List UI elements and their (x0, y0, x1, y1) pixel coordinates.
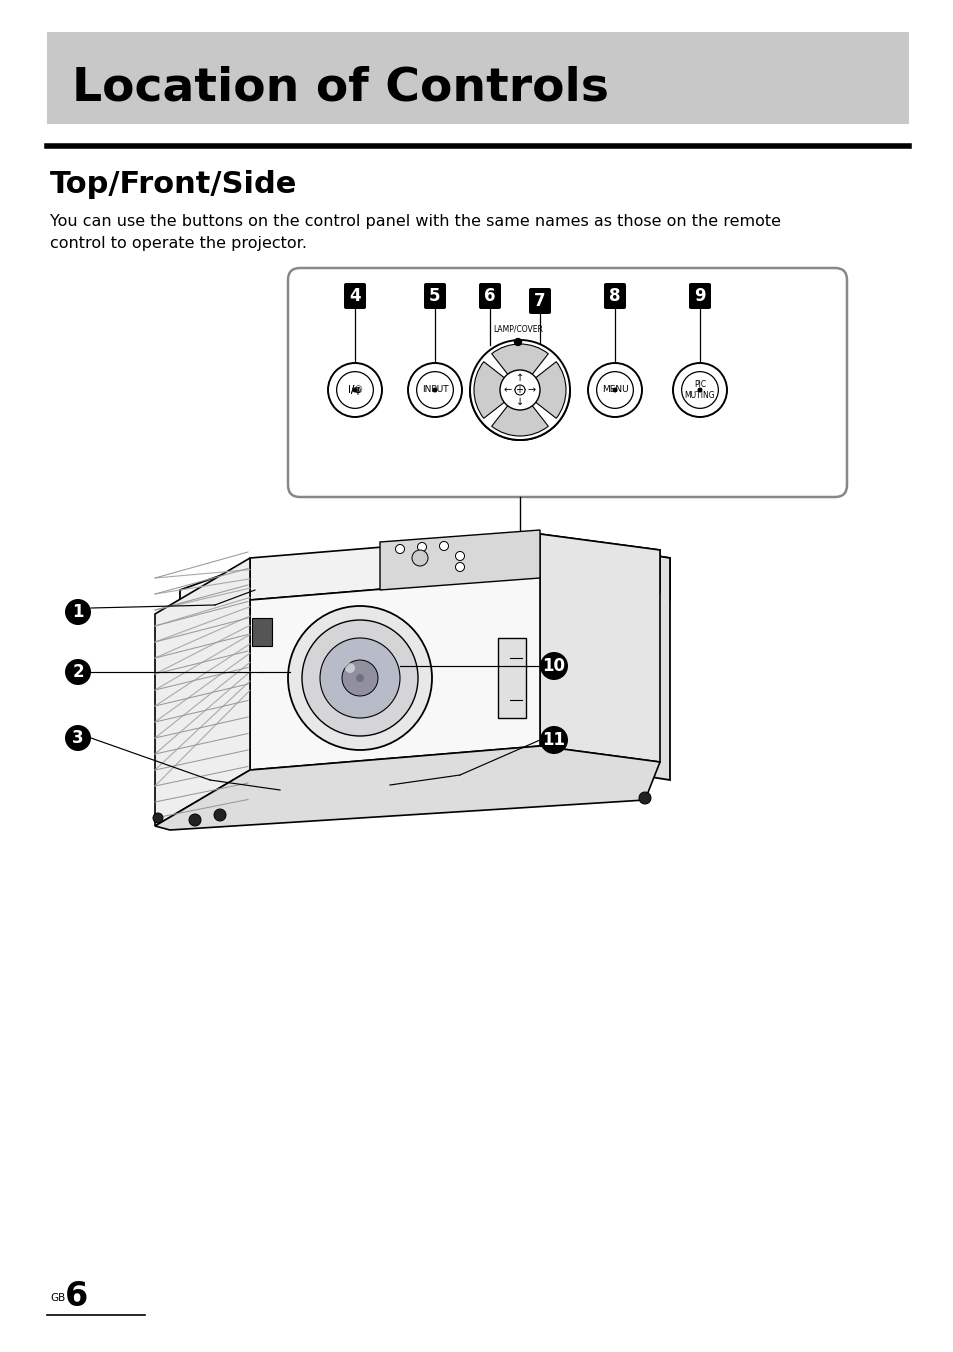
Circle shape (288, 606, 432, 750)
Circle shape (697, 388, 701, 392)
Circle shape (328, 362, 381, 416)
Circle shape (65, 599, 91, 625)
Circle shape (65, 725, 91, 750)
Text: 6: 6 (484, 287, 496, 306)
Text: Location of Controls: Location of Controls (71, 65, 608, 111)
Circle shape (189, 814, 201, 826)
Circle shape (515, 385, 524, 395)
Circle shape (65, 658, 91, 685)
Text: 4: 4 (349, 287, 360, 306)
Text: 9: 9 (694, 287, 705, 306)
Circle shape (439, 542, 448, 550)
Circle shape (587, 362, 641, 416)
Circle shape (672, 362, 726, 416)
Circle shape (455, 552, 464, 561)
Circle shape (639, 792, 650, 804)
Circle shape (352, 388, 357, 392)
FancyBboxPatch shape (603, 283, 625, 310)
Bar (252, 618, 272, 646)
Circle shape (539, 726, 567, 754)
Circle shape (152, 813, 163, 823)
Circle shape (336, 372, 373, 408)
Text: 11: 11 (542, 731, 565, 749)
Circle shape (470, 339, 569, 439)
Text: PIC
MUTING: PIC MUTING (684, 380, 715, 400)
FancyBboxPatch shape (288, 268, 846, 498)
Circle shape (417, 542, 426, 552)
Bar (47, 32, 908, 124)
Text: 3: 3 (72, 729, 84, 748)
Circle shape (455, 562, 464, 572)
Text: You can use the buttons on the control panel with the same names as those on the: You can use the buttons on the control p… (50, 214, 781, 250)
Polygon shape (539, 534, 659, 763)
Bar (497, 638, 525, 718)
Text: 6: 6 (65, 1280, 89, 1313)
Circle shape (302, 621, 417, 735)
Polygon shape (250, 534, 659, 600)
Text: 8: 8 (609, 287, 620, 306)
Polygon shape (254, 539, 669, 608)
Circle shape (514, 338, 521, 346)
FancyBboxPatch shape (478, 283, 500, 310)
Circle shape (408, 362, 461, 416)
Polygon shape (555, 539, 669, 780)
Polygon shape (154, 746, 659, 830)
Polygon shape (154, 558, 250, 826)
Circle shape (596, 372, 633, 408)
Wedge shape (519, 362, 565, 418)
Wedge shape (491, 343, 548, 389)
Circle shape (612, 388, 617, 392)
Text: 5: 5 (429, 287, 440, 306)
Text: GB: GB (50, 1293, 65, 1303)
Circle shape (416, 372, 453, 408)
Text: 1: 1 (72, 603, 84, 621)
Circle shape (345, 662, 355, 673)
Text: INPUT: INPUT (421, 385, 448, 395)
Circle shape (395, 545, 404, 553)
Circle shape (213, 808, 226, 821)
FancyBboxPatch shape (529, 288, 551, 314)
Polygon shape (250, 576, 539, 771)
Text: ↑: ↑ (516, 373, 523, 383)
Circle shape (319, 638, 399, 718)
Text: →: → (527, 385, 536, 395)
Text: MENU: MENU (601, 385, 628, 395)
Circle shape (681, 372, 718, 408)
Text: ↓: ↓ (516, 397, 523, 407)
Polygon shape (379, 530, 539, 589)
Circle shape (432, 388, 437, 392)
Text: I/φ: I/φ (348, 385, 361, 395)
Text: LAMP/COVER: LAMP/COVER (493, 324, 542, 334)
Text: 10: 10 (542, 657, 565, 675)
FancyBboxPatch shape (688, 283, 710, 310)
Text: I/①: I/① (347, 385, 362, 395)
Text: Top/Front/Side: Top/Front/Side (50, 170, 297, 199)
Circle shape (355, 675, 364, 681)
Text: ·+·: ·+· (513, 385, 526, 395)
Wedge shape (491, 389, 548, 435)
Text: 2: 2 (72, 662, 84, 681)
FancyBboxPatch shape (423, 283, 446, 310)
Circle shape (341, 660, 377, 696)
Polygon shape (180, 562, 254, 821)
Circle shape (412, 550, 428, 566)
Text: ←: ← (503, 385, 512, 395)
FancyBboxPatch shape (344, 283, 366, 310)
Circle shape (499, 370, 539, 410)
Text: 7: 7 (534, 292, 545, 310)
Wedge shape (474, 362, 519, 418)
Circle shape (539, 652, 567, 680)
